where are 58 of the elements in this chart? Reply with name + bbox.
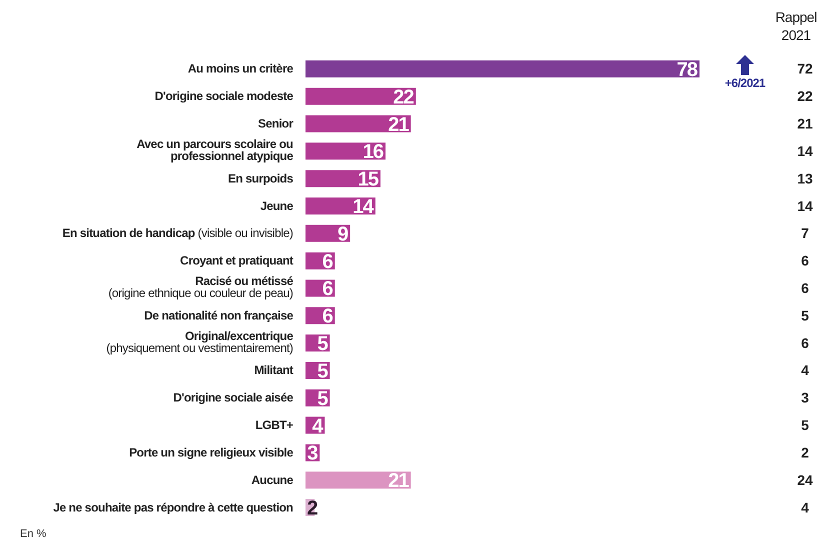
y-tick-label: D'origine sociale aisée	[173, 390, 294, 405]
text: 4	[801, 362, 810, 378]
text: 4	[801, 499, 810, 516]
y-tick-label: Militant	[254, 363, 294, 378]
data-label: 2	[307, 498, 318, 520]
y-tick-label: De nationalité non française	[144, 308, 294, 322]
y-tick-label: Racisé ou métissé (origine ethnique ou couleur de peau)	[108, 274, 294, 300]
bar	[304, 86, 417, 106]
text: 22	[797, 88, 813, 104]
data-label: 21	[388, 470, 410, 492]
bar	[304, 470, 412, 490]
data-label: 22	[393, 86, 414, 108]
y-tick-label: Original/excentrique (physiquement ou vestimentairement)	[106, 328, 294, 355]
y-tick-label: LGBT+	[255, 418, 294, 432]
data-label: 9	[337, 223, 348, 246]
y-tick-label: Aucune	[251, 472, 294, 487]
y-tick-label: Porte un signe religieux visible	[129, 445, 294, 460]
data-label: 21	[388, 114, 410, 136]
text: 21	[797, 116, 813, 132]
bar	[304, 59, 700, 78]
text: 14	[797, 198, 813, 214]
text: 5	[801, 307, 810, 324]
data-label: 4	[312, 415, 324, 438]
data-label: 6	[322, 250, 334, 273]
data-label: 5	[317, 360, 328, 382]
data-label: 6	[322, 278, 334, 300]
y-tick-label: Jeune	[260, 198, 294, 213]
text: En %	[20, 528, 46, 540]
y-tick-label: En surpoids	[228, 171, 294, 186]
data-label: 78	[676, 58, 698, 81]
data-label: 3	[307, 442, 318, 465]
y-tick-label: Senior	[258, 116, 294, 131]
annotation: +6/2021	[724, 76, 766, 90]
y-tick-label: Croyant et pratiquant	[180, 254, 294, 268]
data-label: 14	[352, 196, 375, 218]
data-label: 5	[317, 333, 328, 356]
text: Rappel 2021	[774, 8, 818, 44]
text: 6	[801, 334, 810, 351]
text: 72	[797, 60, 813, 77]
text: 7	[801, 225, 810, 242]
y-tick-label: En situation de handicap (visible ou invisible)	[62, 226, 294, 240]
y-tick-label: Avec un parcours scolaire ou professionnel atypique	[136, 136, 294, 163]
text: 5	[801, 417, 810, 434]
text: 14	[797, 142, 813, 159]
text: 13	[797, 170, 813, 186]
y-tick-label: D'origine sociale modeste	[154, 89, 294, 104]
y-tick-label: Je ne souhaite pas répondre à cette question	[53, 500, 294, 514]
y-tick-label: Au moins un critère	[188, 62, 294, 76]
data-label: 15	[358, 168, 379, 191]
text: 3	[801, 390, 810, 406]
text: 6	[801, 280, 810, 296]
data-label: 6	[322, 306, 334, 328]
text: 6	[801, 252, 810, 269]
bar	[304, 114, 412, 134]
data-label: 5	[317, 388, 328, 410]
data-label: 16	[362, 141, 384, 164]
text: 24	[797, 472, 813, 488]
text: 2	[801, 444, 810, 460]
